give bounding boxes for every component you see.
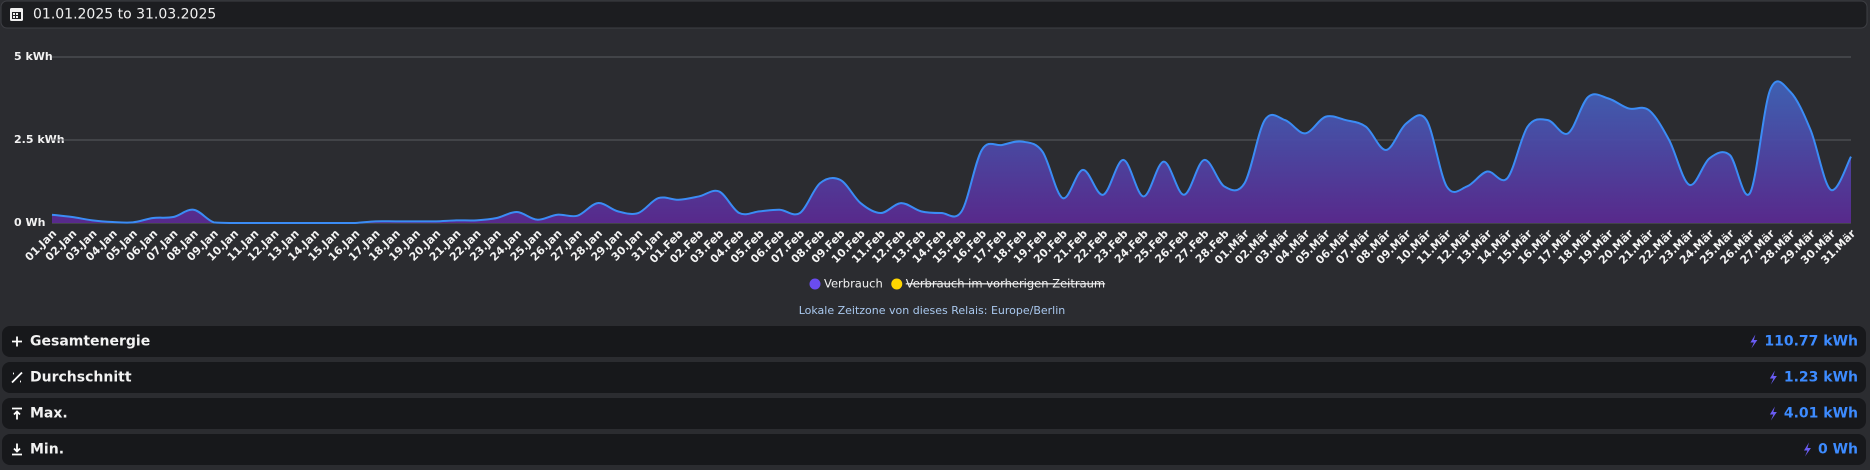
legend-label[interactable]: Verbrauch <box>824 277 883 291</box>
stat-icon <box>12 336 22 347</box>
stat-row[interactable] <box>2 362 1866 393</box>
stat-label: Durchschnitt <box>30 370 132 386</box>
stat-value: 1.23 kWh <box>1784 370 1858 386</box>
stat-row[interactable] <box>2 326 1866 357</box>
stat-label: Gesamtenergie <box>30 334 150 350</box>
stat-row[interactable] <box>2 434 1866 465</box>
stat-row[interactable] <box>2 398 1866 429</box>
calendar-icon <box>10 8 23 21</box>
line <box>51 80 1852 225</box>
bolt-icon <box>1803 442 1811 457</box>
stat-value: 0 Wh <box>1818 442 1858 458</box>
bolt-icon <box>1769 406 1777 421</box>
date-range: 01.01.2025 to 31.03.2025 <box>33 7 216 23</box>
y-tick-label: 2.5 kWh <box>14 133 65 146</box>
stat-icon <box>12 407 22 420</box>
legend-label[interactable]: Verbrauch im vorherigen Zeitraum <box>906 277 1105 291</box>
y-tick-label: 5 kWh <box>14 50 53 63</box>
stat-label: Max. <box>30 406 68 422</box>
stat-label: Min. <box>30 442 64 458</box>
stat-value: 110.77 kWh <box>1764 334 1858 350</box>
legend-swatch[interactable] <box>809 278 821 290</box>
bolt-icon <box>1769 370 1777 385</box>
date-range-bar[interactable] <box>0 0 1868 29</box>
stat-value: 4.01 kWh <box>1784 406 1858 422</box>
timezone-note: Lokale Zeitzone von dieses Relais: Europ… <box>799 304 1066 317</box>
bolt-icon <box>1750 334 1758 349</box>
y-tick-label: 0 Wh <box>14 216 45 229</box>
stat-icon <box>11 371 23 384</box>
stat-icon <box>12 443 22 456</box>
area <box>52 81 1851 224</box>
legend-swatch[interactable] <box>891 278 903 290</box>
